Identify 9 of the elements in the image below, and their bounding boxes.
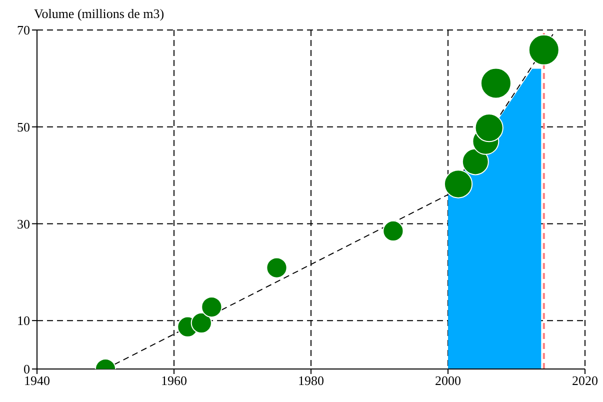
x-tick-label: 1980 <box>298 373 324 388</box>
y-tick-label: 70 <box>17 22 30 38</box>
x-tick-label: 2020 <box>572 373 598 388</box>
x-tick-label: 1960 <box>161 373 187 388</box>
y-tick-label: 10 <box>17 313 30 328</box>
y-tick-label: 50 <box>17 119 30 134</box>
y-tick-label: 30 <box>17 216 30 232</box>
y-axis-title: Volume (millions de m3) <box>34 6 164 22</box>
x-tick-label: 2000 <box>435 373 461 388</box>
